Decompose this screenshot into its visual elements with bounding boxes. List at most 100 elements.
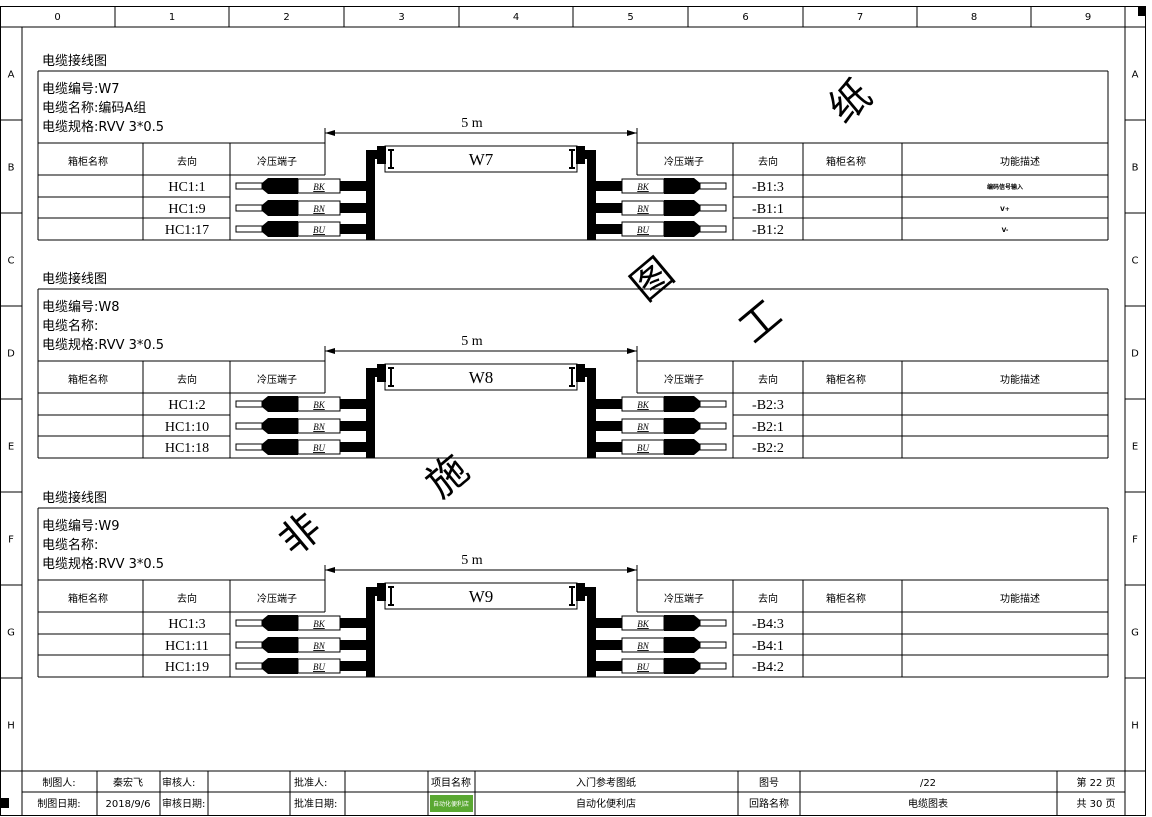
cable-end-marker — [388, 149, 575, 169]
left-wire — [340, 618, 368, 628]
table-header: 功能描述 — [1000, 592, 1040, 605]
wire-color-label: BU — [313, 443, 325, 453]
ruler-row-label: B — [1132, 163, 1139, 174]
left-ferrule-tube — [235, 619, 263, 627]
date-value: 2018/9/6 — [106, 799, 151, 810]
right-wire — [594, 661, 622, 671]
right-wire — [594, 203, 622, 213]
right-ferrule — [664, 221, 700, 237]
right-bus — [576, 150, 596, 240]
wire-color-label: BK — [313, 400, 325, 410]
left-ferrule-tube — [235, 225, 263, 233]
wire-color-label: BU — [313, 662, 325, 672]
table-header: 去向 — [758, 592, 778, 605]
ruler-row-label: E — [8, 442, 14, 453]
cable-number: 电缆编号:W9 — [42, 518, 120, 534]
ruler-column-label: 8 — [971, 12, 977, 23]
table-header: 去向 — [177, 373, 197, 386]
approver-label: 批准人: — [294, 776, 327, 789]
left-ferrule-tube — [235, 182, 263, 190]
left-ferrule-tube — [235, 422, 263, 430]
right-ferrule-tube — [699, 225, 727, 233]
left-ferrule — [262, 178, 298, 194]
left-ferrule — [262, 615, 298, 631]
to-terminal: -B4:2 — [752, 660, 784, 675]
table-header: 去向 — [177, 592, 197, 605]
circuit-label: 回路名称 — [749, 797, 789, 810]
from-terminal: HC1:1 — [168, 180, 205, 195]
ruler-row-label: A — [1132, 70, 1139, 81]
left-wire — [340, 421, 368, 431]
right-wire — [594, 224, 622, 234]
cable-name: 电缆名称:编码A组 — [42, 100, 146, 116]
left-ferrule-tube — [235, 641, 263, 649]
from-terminal: HC1:17 — [165, 223, 209, 238]
left-gland — [377, 364, 386, 382]
corner-mark — [1138, 6, 1146, 16]
ruler-row-label: G — [1131, 628, 1139, 639]
wire-color-label: BU — [313, 225, 325, 235]
from-terminal: HC1:9 — [168, 202, 205, 217]
right-gland — [576, 583, 585, 601]
function-description: V- — [1002, 227, 1009, 234]
left-wire — [340, 661, 368, 671]
watermark-char: 施 — [418, 446, 478, 507]
cable-name: 电缆名称: — [42, 537, 98, 553]
right-wire — [594, 442, 622, 452]
table-header: 冷压端子 — [664, 155, 704, 168]
cable-end-marker — [388, 367, 575, 387]
left-ferrule — [262, 637, 298, 653]
ruler-row-label: F — [8, 535, 14, 546]
left-ferrule — [262, 200, 298, 216]
right-ferrule-tube — [699, 422, 727, 430]
to-terminal: -B4:1 — [752, 639, 784, 654]
right-ferrule — [664, 178, 700, 194]
from-terminal: HC1:11 — [165, 639, 209, 654]
to-terminal: -B2:2 — [752, 441, 784, 456]
ruler-row-label: D — [7, 349, 15, 360]
ruler-row-label: E — [1132, 442, 1138, 453]
ruler-column-label: 4 — [513, 12, 519, 23]
cable-name: 电缆名称: — [42, 318, 98, 334]
right-ferrule-tube — [699, 400, 727, 408]
drawing-no: /22 — [920, 778, 936, 789]
function-description: 编码信号输入 — [987, 183, 1023, 191]
left-gland — [377, 146, 386, 164]
table-header: 冷压端子 — [664, 592, 704, 605]
logo — [430, 795, 473, 812]
logo-text: 自动化便利店 — [433, 800, 469, 808]
wire-color-label: BU — [637, 662, 649, 672]
from-terminal: HC1:18 — [165, 441, 209, 456]
right-ferrule — [664, 615, 700, 631]
left-ferrule-tube — [235, 443, 263, 451]
from-terminal: HC1:10 — [165, 420, 209, 435]
left-ferrule — [262, 658, 298, 674]
ruler-row-label: C — [1132, 256, 1139, 267]
left-ferrule — [262, 418, 298, 434]
table-header: 功能描述 — [1000, 373, 1040, 386]
corner-mark — [1, 798, 9, 808]
table-header: 冷压端子 — [257, 592, 297, 605]
ruler-column-label: 5 — [627, 12, 633, 23]
left-bus — [366, 587, 386, 677]
cable-label: W8 — [469, 368, 494, 387]
left-gland — [377, 583, 386, 601]
ruler-column-label: 0 — [54, 12, 60, 23]
watermark: 非 施 工图 纸 — [271, 71, 881, 565]
cable-number: 电缆编号:W8 — [42, 299, 120, 315]
cable-end-marker — [388, 586, 575, 606]
approve-date-label: 批准日期: — [294, 797, 337, 810]
table-header: 冷压端子 — [257, 373, 297, 386]
right-wire — [594, 618, 622, 628]
from-terminal: HC1:3 — [168, 617, 205, 632]
right-ferrule — [664, 418, 700, 434]
right-ferrule — [664, 637, 700, 653]
left-wire — [340, 181, 368, 191]
right-gland — [576, 146, 585, 164]
table-header: 箱柜名称 — [826, 155, 866, 168]
section-title: 电缆接线图 — [42, 53, 107, 69]
right-ferrule-tube — [699, 443, 727, 451]
